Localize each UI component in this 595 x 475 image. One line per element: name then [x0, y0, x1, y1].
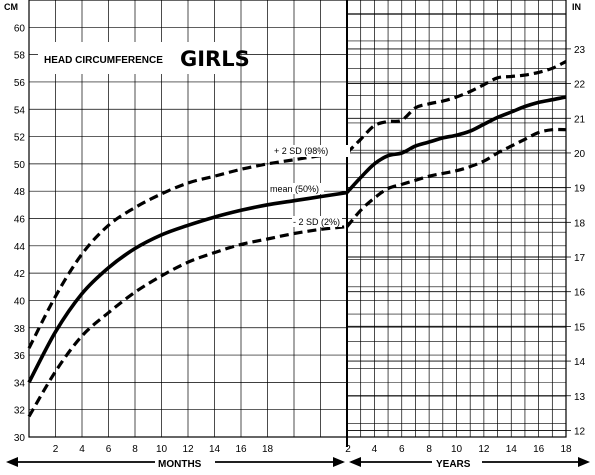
y-right-tick-label: 17: [574, 253, 586, 264]
x-month-tick-label: 2: [53, 444, 59, 455]
y-right-tick-label: 19: [574, 184, 586, 195]
x-month-tick-label: 16: [235, 444, 247, 455]
series-minus-2sd-years-line: [345, 127, 567, 228]
y-left-tick-label: 46: [14, 215, 26, 226]
y-left-tick-label: 60: [14, 23, 26, 34]
years-label-bg: [432, 456, 482, 470]
y-left-tick-label: 44: [14, 242, 26, 253]
y-left-unit: CM: [4, 2, 18, 12]
y-left-tick-label: 54: [14, 105, 26, 116]
y-left-tick-label: 40: [14, 296, 26, 307]
y-left-tick-label: 38: [14, 324, 26, 335]
chart-title: GIRLS: [180, 47, 250, 71]
x-month-tick-label: 12: [182, 444, 194, 455]
chart-subtitle: HEAD CIRCUMFERENCE: [44, 55, 163, 66]
axes: 3032343638404244464850525456586012131415…: [6, 0, 590, 467]
x-year-tick-label: 8: [426, 444, 432, 455]
annot-lower-bg: [292, 216, 342, 227]
y-left-tick-label: 50: [14, 160, 26, 171]
months-arrow-left-head: [6, 457, 18, 467]
y-right-tick-label: 20: [574, 149, 586, 160]
series-lines: [27, 60, 567, 418]
series-plus-2sd-years-line: [345, 60, 567, 155]
x-year-tick-label: 2: [345, 444, 351, 455]
y-right-tick-label: 12: [574, 426, 586, 437]
months-arrow-right-head: [333, 457, 345, 467]
annot-mean-bg: [268, 183, 324, 194]
x-months-label: MONTHS: [158, 459, 202, 470]
x-month-tick-label: 14: [209, 444, 221, 455]
y-left-tick-label: 30: [14, 433, 26, 444]
x-year-tick-label: 12: [478, 444, 490, 455]
annotation-upper: + 2 SD (98%): [274, 146, 328, 156]
y-right-tick-label: 16: [574, 288, 586, 299]
y-right-tick-label: 13: [574, 392, 586, 403]
x-years-label: YEARS: [436, 459, 471, 470]
x-year-tick-label: 16: [533, 444, 545, 455]
y-left-tick-label: 48: [14, 187, 26, 198]
y-left-tick-label: 42: [14, 269, 26, 280]
series-mean-months-line: [27, 190, 348, 384]
x-year-tick-label: 6: [399, 444, 405, 455]
x-year-tick-label: 14: [506, 444, 518, 455]
y-right-tick-label: 14: [574, 357, 586, 368]
x-month-tick-label: 18: [262, 444, 274, 455]
y-left-tick-label: 36: [14, 351, 26, 362]
annotation-lower: - 2 SD (2%): [293, 217, 340, 227]
annot-upper-bg: [272, 145, 350, 157]
y-right-tick-label: 18: [574, 218, 586, 229]
y-left-tick-label: 52: [14, 133, 26, 144]
y-left-tick-label: 56: [14, 78, 26, 89]
y-left-tick-label: 58: [14, 51, 26, 62]
y-right-tick-label: 15: [574, 322, 586, 333]
annotation-mean: mean (50%): [270, 184, 319, 194]
x-year-tick-label: 10: [451, 444, 463, 455]
years-arrow-right-head: [578, 457, 590, 467]
x-year-tick-label: 18: [560, 444, 572, 455]
y-left-tick-label: 34: [14, 378, 26, 389]
plot-frame: [28, 0, 567, 438]
x-month-tick-label: 8: [132, 444, 138, 455]
x-month-tick-label: 6: [106, 444, 112, 455]
y-right-tick-label: 22: [574, 80, 586, 91]
y-left-tick-label: 32: [14, 406, 26, 417]
x-month-tick-label: 10: [156, 444, 168, 455]
months-label-bg: [155, 456, 215, 470]
title-box-bg: [38, 42, 238, 74]
x-month-tick-label: 4: [79, 444, 85, 455]
y-right-tick-label: 23: [574, 45, 586, 56]
years-arrow-left-head: [349, 457, 361, 467]
x-year-tick-label: 4: [372, 444, 378, 455]
y-right-unit: IN: [572, 2, 581, 12]
series-mean-years-line: [345, 95, 567, 194]
y-right-tick-label: 21: [574, 114, 586, 125]
series-minus-2sd-months-line: [27, 225, 348, 418]
